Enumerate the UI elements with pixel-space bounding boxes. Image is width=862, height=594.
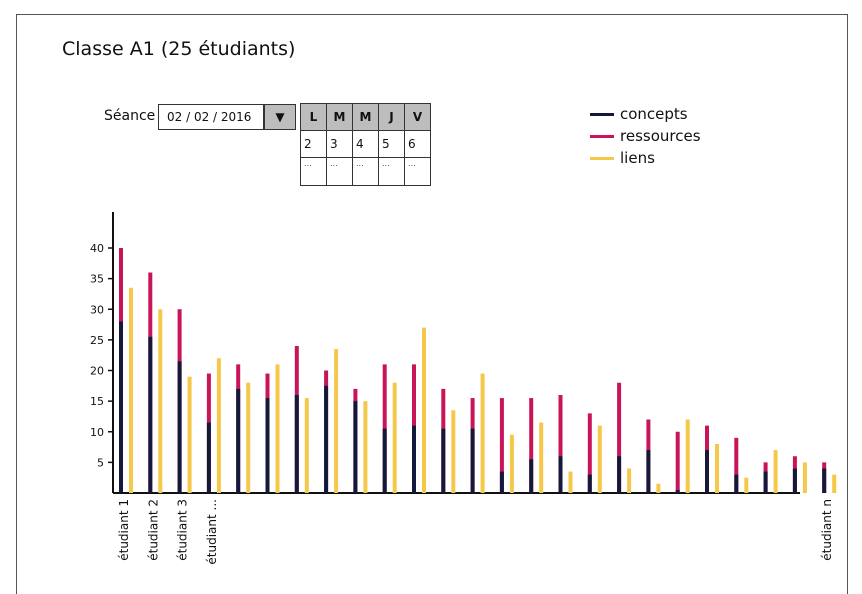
legend-swatch — [590, 134, 614, 138]
weekday-header: L — [300, 103, 327, 131]
bar-liens — [216, 358, 221, 493]
bar-liens — [363, 401, 368, 493]
bar-liens — [158, 309, 163, 493]
seance-label: Séance — [104, 108, 156, 124]
legend-item-ressources: ressources — [590, 125, 701, 147]
calendar-day[interactable]: 6 — [404, 130, 431, 158]
bar-liens — [773, 450, 778, 493]
bar-concepts — [382, 428, 387, 493]
bar-liens — [715, 444, 719, 493]
bar-liens — [539, 422, 544, 493]
bar-liens — [509, 434, 514, 493]
bar-liens — [334, 349, 339, 493]
dropdown-button[interactable]: ▼ — [264, 104, 296, 130]
bar-ressources — [734, 437, 739, 493]
y-tick-label: 30 — [90, 303, 104, 316]
bar-concepts — [412, 425, 416, 493]
bar-concepts — [470, 428, 475, 493]
bar-concepts — [441, 428, 446, 493]
y-tick-label: 40 — [90, 242, 104, 255]
legend-swatch — [590, 112, 614, 116]
bar-ressources — [499, 398, 504, 493]
bar-liens — [187, 376, 192, 493]
bar-concepts — [294, 395, 299, 493]
legend-item-liens: liens — [590, 147, 701, 169]
bar-concepts — [734, 474, 739, 493]
bar-concepts — [617, 456, 622, 493]
bar-liens — [129, 287, 133, 493]
calendar-day[interactable]: 2 — [300, 130, 327, 158]
bar-liens — [451, 410, 456, 493]
bar-concepts — [353, 401, 358, 493]
weekday-header: J — [378, 103, 405, 131]
x-tick-label: étudiant 2 — [146, 499, 160, 561]
bar-concepts — [148, 336, 153, 493]
y-tick-label: 15 — [90, 395, 104, 408]
chart-legend: concepts ressources liens — [590, 103, 701, 169]
bar-concepts — [763, 471, 768, 493]
calendar-day[interactable]: 3 — [326, 130, 353, 158]
y-tick-label: 20 — [90, 365, 104, 378]
legend-label: ressources — [620, 127, 701, 145]
weekday-header: M — [352, 103, 379, 131]
bar-concepts — [792, 468, 797, 493]
page-frame — [16, 14, 848, 594]
date-field[interactable]: 02 / 02 / 2016 — [158, 104, 264, 130]
bar-ressources — [558, 395, 563, 493]
x-tick-label: étudiant n — [820, 499, 834, 561]
x-tick-label: étudiant ... — [205, 499, 219, 565]
bar-liens — [685, 419, 690, 493]
bar-ressources — [675, 431, 680, 493]
legend-swatch — [590, 156, 614, 160]
bar-liens — [480, 373, 485, 493]
bar-liens — [744, 477, 749, 493]
bar-concepts — [499, 471, 504, 493]
bar-liens — [627, 468, 632, 493]
bar-concepts — [822, 468, 827, 493]
bar-ressources — [617, 382, 622, 493]
bar-liens — [656, 483, 661, 493]
bar-concepts — [119, 321, 123, 493]
bar-liens — [568, 471, 573, 493]
y-tick-label: 5 — [97, 456, 104, 469]
bar-ressources — [587, 413, 592, 493]
bar-concepts — [236, 388, 241, 493]
calendar-day-placeholder[interactable]: ... — [404, 157, 431, 186]
bar-concepts — [558, 456, 563, 493]
y-tick-label: 25 — [90, 334, 104, 347]
chevron-down-icon: ▼ — [275, 110, 285, 124]
bar-concepts — [705, 450, 709, 493]
x-tick-label: étudiant 3 — [176, 499, 190, 561]
y-tick-label: 35 — [90, 273, 104, 286]
calendar-day-placeholder[interactable]: ... — [378, 157, 405, 186]
bar-liens — [832, 474, 837, 493]
bar-ressources — [529, 398, 534, 493]
bar-concepts — [265, 398, 270, 493]
calendar-grid: L M M J V 2 3 4 5 6 ... ... ... ... ... — [300, 103, 431, 186]
page-title: Classe A1 (25 étudiants) — [62, 38, 296, 60]
bar-concepts — [177, 361, 182, 493]
bar-concepts — [324, 385, 329, 493]
bar-concepts — [529, 459, 534, 493]
y-tick-label: 10 — [90, 426, 104, 439]
legend-label: liens — [620, 149, 655, 167]
bar-liens — [597, 425, 602, 493]
legend-item-concepts: concepts — [590, 103, 701, 125]
bar-liens — [392, 382, 397, 493]
bar-concepts — [587, 474, 592, 493]
bar-concepts — [646, 450, 651, 493]
bar-liens — [246, 382, 251, 493]
bar-liens — [304, 398, 309, 493]
bar-concepts — [675, 489, 680, 493]
bar-liens — [802, 462, 807, 493]
x-tick-label: étudiant 1 — [117, 499, 131, 561]
bar-liens — [275, 364, 280, 493]
legend-label: concepts — [620, 105, 688, 123]
bar-liens — [422, 327, 426, 493]
bar-concepts — [206, 422, 211, 493]
bar-chart: 5 10 15 20 25 30 35 40 étudiant 1 étudiant 2 étudi… — [90, 212, 837, 565]
